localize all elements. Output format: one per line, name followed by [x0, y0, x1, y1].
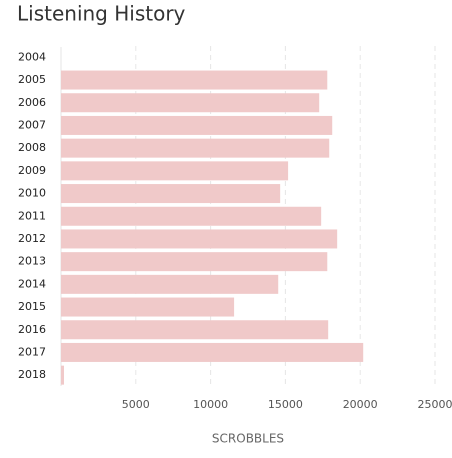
bar: [61, 161, 289, 181]
bar: [61, 184, 281, 204]
x-tick-label: 15000: [268, 398, 303, 411]
bar: [61, 206, 322, 226]
y-tick-label: 2004: [18, 50, 46, 63]
y-tick-label: 2012: [18, 232, 46, 245]
bar: [61, 297, 235, 317]
bar: [61, 93, 320, 113]
x-tick-label: 20000: [343, 398, 378, 411]
y-tick-label: 2014: [18, 277, 46, 290]
chart-title: Listening History: [17, 2, 186, 26]
x-axis-label: SCROBBLES: [212, 432, 284, 446]
x-tick-label: 5000: [122, 398, 150, 411]
y-tick-label: 2018: [18, 368, 46, 381]
bar: [61, 365, 64, 385]
bar: [61, 115, 333, 135]
y-tick-label: 2010: [18, 187, 46, 200]
x-tick-label: 10000: [193, 398, 228, 411]
y-tick-label: 2011: [18, 209, 46, 222]
y-tick-label: 2005: [18, 73, 46, 86]
y-tick-label: 2008: [18, 141, 46, 154]
bar: [61, 252, 328, 272]
y-tick-label: 2007: [18, 118, 46, 131]
y-tick-label: 2013: [18, 255, 46, 268]
y-tick-label: 2017: [18, 345, 46, 358]
bar: [61, 320, 329, 340]
bar: [61, 70, 328, 90]
bar: [61, 138, 330, 158]
bar: [61, 274, 279, 294]
bar: [61, 229, 338, 249]
x-tick-label: 25000: [418, 398, 452, 411]
y-tick-label: 2009: [18, 164, 46, 177]
y-tick-label: 2006: [18, 96, 46, 109]
bar: [61, 342, 364, 362]
y-tick-label: 2015: [18, 300, 46, 313]
y-tick-label: 2016: [18, 323, 46, 336]
